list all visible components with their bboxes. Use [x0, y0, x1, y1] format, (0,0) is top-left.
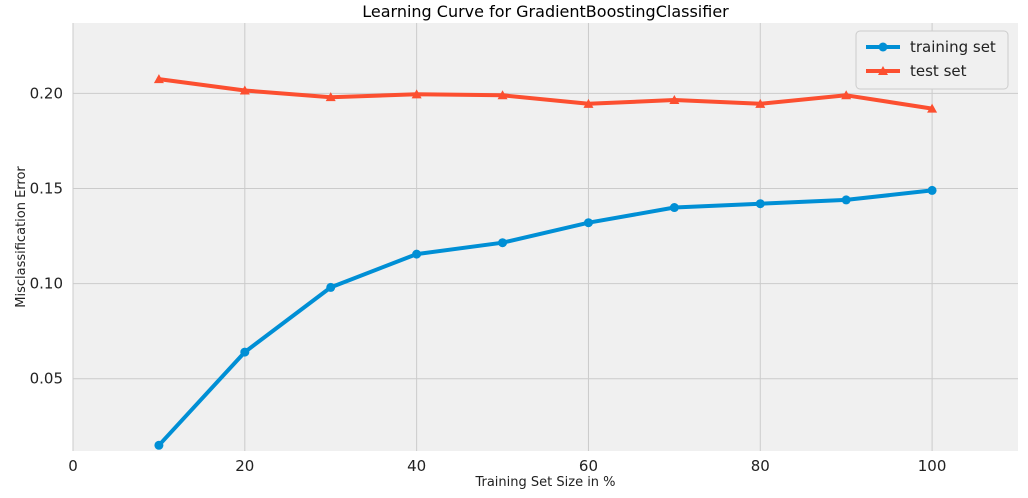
data-point-marker [841, 90, 852, 100]
y-tick-label: 0.10 [30, 275, 63, 293]
data-point-marker [498, 238, 508, 248]
data-point-marker [583, 98, 594, 108]
y-tick-label: 0.20 [30, 84, 63, 102]
legend: training set test set [855, 30, 1009, 90]
x-tick-label: 60 [579, 457, 598, 475]
data-point-marker [927, 185, 937, 195]
y-axis-label: Misclassification Error [14, 166, 29, 308]
x-tick-label: 100 [918, 457, 947, 475]
x-tick-label: 40 [407, 457, 426, 475]
tick-labels: 0 20 40 60 80 100 0.05 0.10 0.15 0.20 [30, 84, 947, 475]
series-test-set [153, 74, 938, 113]
data-point-marker [411, 89, 422, 99]
legend-label: training set [910, 38, 996, 56]
series-training-set [154, 185, 937, 450]
data-point-marker [154, 440, 164, 450]
x-tick-label: 20 [235, 457, 254, 475]
y-tick-label: 0.15 [30, 179, 63, 197]
data-point-marker [669, 203, 679, 213]
x-axis-label: Training Set Size in % [474, 475, 615, 490]
chart-title: Learning Curve for GradientBoostingClass… [362, 2, 729, 21]
plot-area [73, 23, 1018, 451]
y-tick-label: 0.05 [30, 370, 63, 388]
data-point-marker [927, 103, 938, 113]
data-point-marker [240, 347, 250, 357]
data-point-marker [583, 218, 593, 228]
series-layer [153, 74, 938, 450]
data-point-marker [239, 85, 250, 95]
data-point-marker [755, 199, 765, 209]
legend-marker [878, 66, 888, 75]
series-line [156, 77, 935, 111]
data-point-marker [153, 74, 164, 84]
x-tick-label: 0 [68, 457, 78, 475]
legend-label: test set [910, 62, 967, 80]
legend-marker [878, 42, 888, 52]
data-point-marker [326, 282, 336, 292]
data-point-marker [412, 249, 422, 259]
x-tick-label: 80 [751, 457, 770, 475]
data-point-marker [497, 90, 508, 100]
data-point-marker [669, 95, 680, 105]
data-point-marker [755, 98, 766, 108]
data-point-marker [325, 92, 336, 102]
series-line [156, 188, 935, 448]
data-point-marker [841, 195, 851, 205]
grid-lines [72, 23, 1018, 451]
